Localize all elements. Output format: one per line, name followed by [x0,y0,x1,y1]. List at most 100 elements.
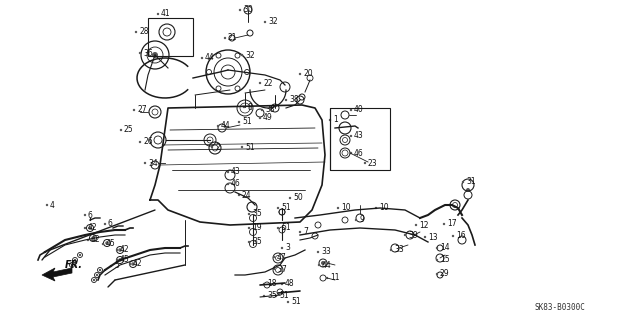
Circle shape [74,259,76,261]
Circle shape [248,227,250,229]
Circle shape [375,207,377,209]
Text: 46: 46 [231,180,241,189]
Circle shape [277,227,279,229]
Circle shape [110,265,112,267]
Circle shape [152,52,158,58]
Text: 3: 3 [285,243,290,253]
Text: SK83-B0300C: SK83-B0300C [534,303,585,312]
Text: 28: 28 [139,27,148,36]
Circle shape [277,207,279,209]
Circle shape [243,106,245,108]
Text: 31: 31 [466,177,476,187]
Circle shape [131,262,135,266]
Circle shape [285,99,287,101]
Text: 44: 44 [221,122,231,130]
Text: 35: 35 [252,210,262,219]
Text: 43: 43 [231,167,241,176]
Text: 43: 43 [354,131,364,140]
Circle shape [259,117,261,119]
Text: 36: 36 [143,48,153,57]
Circle shape [424,236,426,238]
Text: 42: 42 [91,235,100,244]
Circle shape [84,214,86,216]
Text: 51: 51 [281,204,291,212]
Circle shape [390,249,392,251]
Text: 6: 6 [108,219,113,228]
Circle shape [318,264,320,266]
Text: 40: 40 [354,106,364,115]
Text: 5: 5 [114,262,119,271]
Text: 30: 30 [243,5,253,14]
Circle shape [261,109,263,111]
Circle shape [139,141,141,143]
Circle shape [350,152,352,154]
Circle shape [96,274,98,276]
Text: 34: 34 [148,159,157,167]
Circle shape [116,259,118,261]
Circle shape [84,227,86,229]
Text: 51: 51 [279,292,289,300]
Circle shape [118,258,122,262]
Circle shape [238,121,240,123]
Text: 22: 22 [263,78,273,87]
Circle shape [436,259,438,261]
Circle shape [239,9,241,11]
Circle shape [263,295,265,297]
Text: 42: 42 [133,259,143,269]
Polygon shape [42,268,72,281]
Text: 38: 38 [265,106,275,115]
Text: 37: 37 [277,264,287,273]
Circle shape [248,213,250,215]
Text: 35: 35 [252,238,262,247]
Text: 10: 10 [379,204,388,212]
Text: 51: 51 [281,224,291,233]
Circle shape [211,146,213,148]
Circle shape [88,226,92,230]
Circle shape [93,279,95,281]
Text: FR.: FR. [65,260,83,270]
Circle shape [241,54,243,56]
Circle shape [299,73,301,75]
Bar [330,108,390,170]
Text: 10: 10 [341,204,351,212]
Text: 23: 23 [368,159,378,167]
Circle shape [241,146,243,148]
Text: 50: 50 [293,194,303,203]
Circle shape [355,219,357,221]
Circle shape [350,135,352,137]
Text: 44: 44 [205,54,215,63]
Text: 47: 47 [277,253,287,262]
Circle shape [287,301,289,303]
Text: 38: 38 [289,95,299,105]
Text: 7: 7 [303,227,308,236]
Circle shape [135,31,137,33]
Text: 11: 11 [330,273,339,283]
Circle shape [275,295,277,297]
Circle shape [329,119,332,121]
Circle shape [201,57,204,59]
Circle shape [452,235,454,237]
Circle shape [116,249,118,251]
Text: 18: 18 [267,279,276,288]
Text: 48: 48 [285,279,294,288]
Circle shape [326,277,328,279]
Text: 14: 14 [440,243,450,253]
Circle shape [264,21,266,23]
Circle shape [105,241,109,245]
Text: 51: 51 [245,143,255,152]
Text: 19: 19 [252,224,262,233]
Circle shape [436,273,438,275]
Text: 21: 21 [228,33,237,42]
Circle shape [99,269,101,271]
Circle shape [104,223,106,225]
Circle shape [273,256,275,258]
Text: 13: 13 [428,233,438,241]
Text: 15: 15 [440,256,450,264]
Text: 26: 26 [143,137,152,146]
Circle shape [139,52,141,54]
Text: 12: 12 [419,220,429,229]
Circle shape [273,268,275,270]
Text: 20: 20 [303,70,312,78]
Text: 27: 27 [137,106,147,115]
Text: 17: 17 [447,219,456,228]
